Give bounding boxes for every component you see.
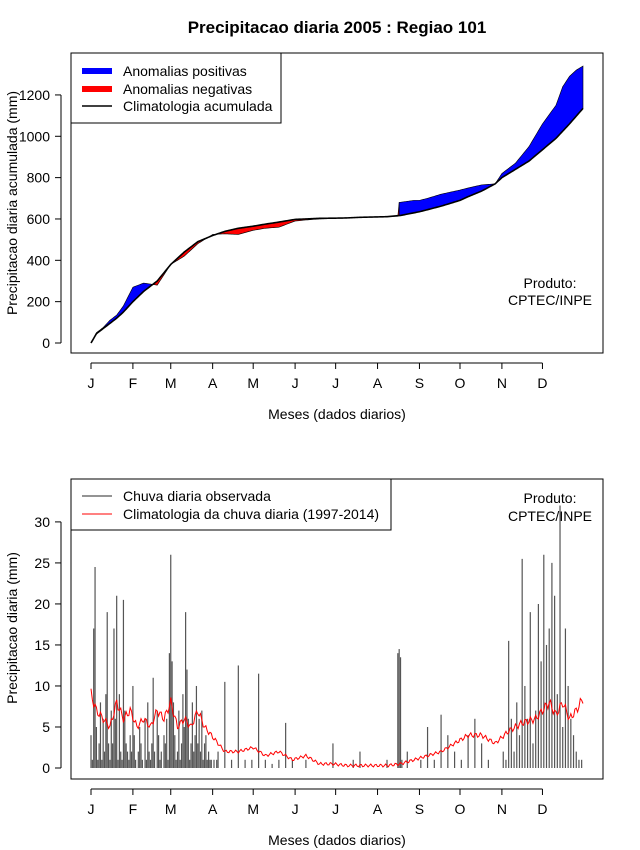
annotation-produto-bottom: Produto: xyxy=(524,490,577,506)
x-tick-label: F xyxy=(129,375,138,391)
x-tick-label: N xyxy=(497,375,507,391)
y-axis-label-bottom: Precipitacao diaria (mm) xyxy=(4,552,20,704)
x-tick-label: S xyxy=(415,801,424,817)
x-tick-label: J xyxy=(292,375,299,391)
x-axis-label-bottom: Meses (dados diarios) xyxy=(268,832,406,848)
x-tick-label: J xyxy=(88,375,95,391)
y-tick-label: 1000 xyxy=(19,128,50,144)
x-tick-label: A xyxy=(208,375,218,391)
x-tick-label: A xyxy=(208,801,218,817)
x-tick-label: D xyxy=(537,375,547,391)
y-tick-label: 0 xyxy=(42,335,50,351)
x-tick-label: M xyxy=(247,801,259,817)
y-tick-label: 1200 xyxy=(19,87,50,103)
y-tick-label: 800 xyxy=(27,170,51,186)
x-tick-label: J xyxy=(332,375,339,391)
x-tick-label: J xyxy=(332,801,339,817)
y-tick-label: 15 xyxy=(34,637,50,653)
y-tick-label: 30 xyxy=(34,514,50,530)
y-tick-label: 20 xyxy=(34,596,50,612)
x-tick-label: O xyxy=(455,801,466,817)
x-tick-label: J xyxy=(292,801,299,817)
legend-label-climatology: Climatologia acumulada xyxy=(123,98,273,114)
x-tick-label: N xyxy=(497,801,507,817)
y-axis-top: 0 200 400 600 800 1000 1200 xyxy=(19,87,62,351)
legend-box-bottom xyxy=(70,478,392,531)
y-tick-label: 5 xyxy=(42,719,50,735)
legend-label-negative: Anomalias negativas xyxy=(123,81,252,97)
y-axis-bottom: 0 5 10 15 20 25 30 xyxy=(34,514,62,776)
y-axis-label-top: Precipitacao diaria acumulada (mm) xyxy=(4,91,20,315)
x-tick-label: M xyxy=(165,375,177,391)
legend-label-positive: Anomalias positivas xyxy=(123,63,247,79)
x-tick-label: S xyxy=(415,375,424,391)
series-lines xyxy=(90,107,584,344)
climatology-daily-line xyxy=(90,688,584,768)
negative-anomaly-area xyxy=(388,202,400,217)
panel-cumulative: 0 200 400 600 800 1000 1200 J F M A M J J A S O N D Preci… xyxy=(4,52,604,422)
legend-top: Anomalias positivas Anomalias negativas … xyxy=(70,52,282,124)
x-tick-label: J xyxy=(88,801,95,817)
annotation-cptec-bottom: CPTEC/INPE xyxy=(508,508,592,524)
y-tick-label: 400 xyxy=(27,252,51,268)
positive-anomaly-area xyxy=(398,65,584,216)
y-tick-label: 10 xyxy=(34,678,50,694)
x-tick-label: A xyxy=(373,801,383,817)
figure-title: Precipitacao diaria 2005 : Regiao 101 xyxy=(188,18,487,37)
plot-box-top xyxy=(70,52,604,354)
legend-label-observed: Chuva diaria observada xyxy=(123,488,271,504)
y-tick-label: 600 xyxy=(27,211,51,227)
legend-label-climatology-daily: Climatologia da chuva diaria (1997-2014) xyxy=(123,506,379,522)
climatology-line xyxy=(90,688,584,768)
panel-daily: 0 5 10 15 20 25 30 J F M A M J J A S O N D Precipitacao d… xyxy=(4,478,604,848)
x-tick-label: M xyxy=(165,801,177,817)
annotation-produto-top: Produto: xyxy=(524,275,577,291)
legend-bottom: Chuva diaria observada Climatologia da c… xyxy=(70,478,392,531)
x-tick-label: O xyxy=(455,375,466,391)
y-tick-label: 0 xyxy=(42,760,50,776)
x-tick-label: A xyxy=(373,375,383,391)
x-tick-label: F xyxy=(129,801,138,817)
x-tick-label: M xyxy=(247,375,259,391)
y-tick-label: 200 xyxy=(27,294,51,310)
daily-bars xyxy=(90,505,583,768)
x-tick-label: D xyxy=(537,801,547,817)
climatology-cumulative-line xyxy=(90,107,584,344)
x-axis-label-top: Meses (dados diarios) xyxy=(268,406,406,422)
negative-anomaly-area xyxy=(171,236,209,265)
y-tick-label: 25 xyxy=(34,555,50,571)
negative-anomaly-area xyxy=(216,217,336,235)
annotation-cptec-top: CPTEC/INPE xyxy=(508,292,592,308)
